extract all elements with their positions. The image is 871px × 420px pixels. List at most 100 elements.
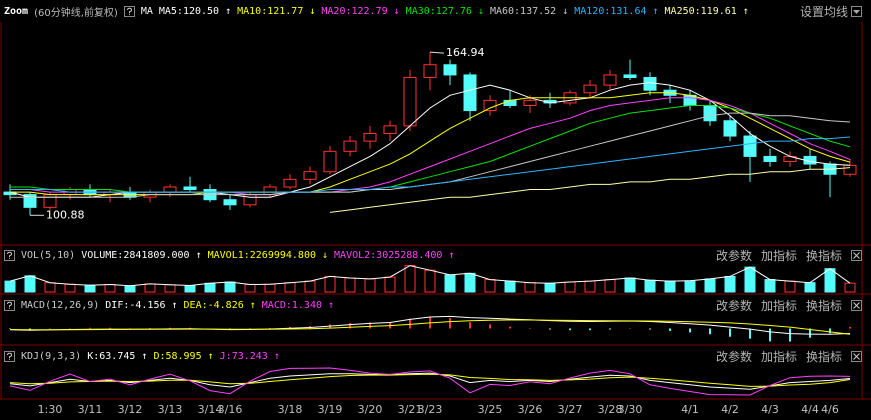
candle-body [303, 171, 317, 180]
icon-glyph [853, 251, 860, 259]
x-tick-label: 3/13 [158, 403, 183, 416]
volume-bar [164, 284, 176, 293]
legend-entry: J:73.243 ↑ [219, 350, 280, 362]
icon-frame [851, 299, 863, 311]
candle-body [443, 64, 457, 76]
indicator-line [10, 136, 851, 193]
indicator-line [9, 82, 851, 198]
candle-body [503, 99, 517, 106]
candle-body [723, 120, 737, 137]
dropdown-icon [851, 5, 863, 17]
icon-glyph [7, 301, 13, 309]
volume-bar [104, 284, 116, 293]
volume-bar [304, 280, 316, 293]
x-tick-label: 4/4 [801, 403, 819, 416]
icon-frame [851, 5, 863, 17]
candle-body [583, 84, 597, 94]
volume-bar [524, 282, 536, 293]
panel-title: MACD(12,26,9) [21, 299, 100, 311]
volume-bar [684, 280, 696, 293]
x-tick-label: 4/2 [721, 403, 739, 416]
help-icon [4, 350, 15, 362]
indicator-button[interactable]: 加指标 [761, 349, 798, 364]
panel-header: KDJ(9,3,3) K:63.745 ↑ D:58.995 ↑ J:73.243 ↑ [4, 348, 280, 364]
candle-body [323, 150, 337, 173]
x-tick-label: 3/30 [618, 403, 643, 416]
panel-header: MACD(12,26,9) DIF:-4.156 ↑ DEA:-4.826 ↑ MAC… [4, 297, 334, 313]
x-tick-label: 3/16 [218, 403, 243, 416]
close-icon[interactable] [851, 299, 863, 311]
volume-bar [344, 277, 356, 293]
candle-body [43, 194, 57, 208]
volume-bar [824, 268, 836, 293]
close-icon[interactable] [851, 350, 863, 362]
volume-bar [644, 279, 656, 293]
volume-bar [64, 283, 76, 293]
legend-entry: MAVOL2:3025288.400 ↑ [334, 249, 455, 261]
indicator-line [9, 319, 851, 335]
candle-body [383, 125, 397, 135]
icon-frame [123, 5, 135, 17]
volume-bar [4, 280, 16, 293]
indicator-button[interactable]: 换指标 [806, 248, 843, 263]
panel-tools: 改参数 加指标 换指标 [716, 297, 863, 313]
legend-entry: DIF:-4.156 ↑ [105, 299, 178, 311]
volume-bar [364, 278, 376, 293]
icon-glyph [7, 352, 13, 360]
close-icon[interactable] [851, 249, 863, 261]
icon-glyph [7, 251, 13, 259]
candle-body [223, 199, 237, 206]
volume-bar [424, 269, 436, 293]
volume-bar [324, 275, 336, 293]
indicator-button[interactable]: 改参数 [716, 298, 753, 313]
indicator-line [9, 367, 851, 396]
icon-frame [851, 249, 863, 261]
volume-bar [24, 275, 36, 293]
volume-bar [564, 281, 576, 293]
indicator-line [9, 373, 851, 387]
indicator-button[interactable]: 换指标 [806, 349, 843, 364]
x-tick-label: 3/11 [78, 403, 103, 416]
panel-tools: 改参数 加指标 换指标 [716, 348, 863, 364]
ma-settings-button[interactable]: 设置均线 [800, 4, 849, 19]
volume-bar [184, 284, 196, 293]
candle-body [843, 164, 857, 175]
volume-bar [504, 280, 516, 293]
indicator-button[interactable]: 加指标 [761, 248, 798, 263]
icon-frame [4, 299, 15, 311]
legend-entry: K:63.745 ↑ [87, 350, 148, 362]
indicator-button[interactable]: 换指标 [806, 298, 843, 313]
legend-entry: MACD:1.340 ↑ [261, 299, 335, 311]
low-annotation: 100.88 [46, 208, 85, 221]
help-icon [4, 299, 15, 311]
indicator-line [10, 105, 851, 193]
candle-body [423, 64, 437, 78]
legend-entry: MA60:137.52 ↓ [489, 5, 569, 17]
volume-bar [124, 285, 136, 293]
legend-entry: D:58.995 ↑ [153, 350, 214, 362]
volume-bar [204, 282, 216, 293]
candle-body [283, 178, 297, 188]
x-tick-label: 3/18 [278, 403, 303, 416]
volume-bar [704, 278, 716, 293]
indicator-button[interactable]: 改参数 [716, 349, 753, 364]
candle-body [703, 104, 717, 122]
legend-entry: MA5:120.50 ↑ [158, 5, 232, 17]
icon-glyph [853, 9, 861, 14]
volume-bar [764, 279, 776, 293]
volume-bar [664, 280, 676, 293]
x-tick-label: 4/3 [761, 403, 779, 416]
indicator-button[interactable]: 改参数 [716, 248, 753, 263]
volume-bar [244, 284, 256, 293]
icon-glyph [126, 7, 132, 15]
x-tick-label: 3/23 [418, 403, 443, 416]
legend-entry: MAVOL1:2269994.800 ↓ [207, 249, 329, 261]
legend-entry: MA30:127.76 ↓ [405, 5, 484, 17]
candle-body [23, 194, 37, 208]
volume-bar [784, 280, 796, 293]
indicator-button[interactable]: 加指标 [761, 298, 798, 313]
candle-body [623, 74, 637, 78]
x-tick-label: 3/14 [198, 403, 223, 416]
candle-body [243, 194, 257, 206]
